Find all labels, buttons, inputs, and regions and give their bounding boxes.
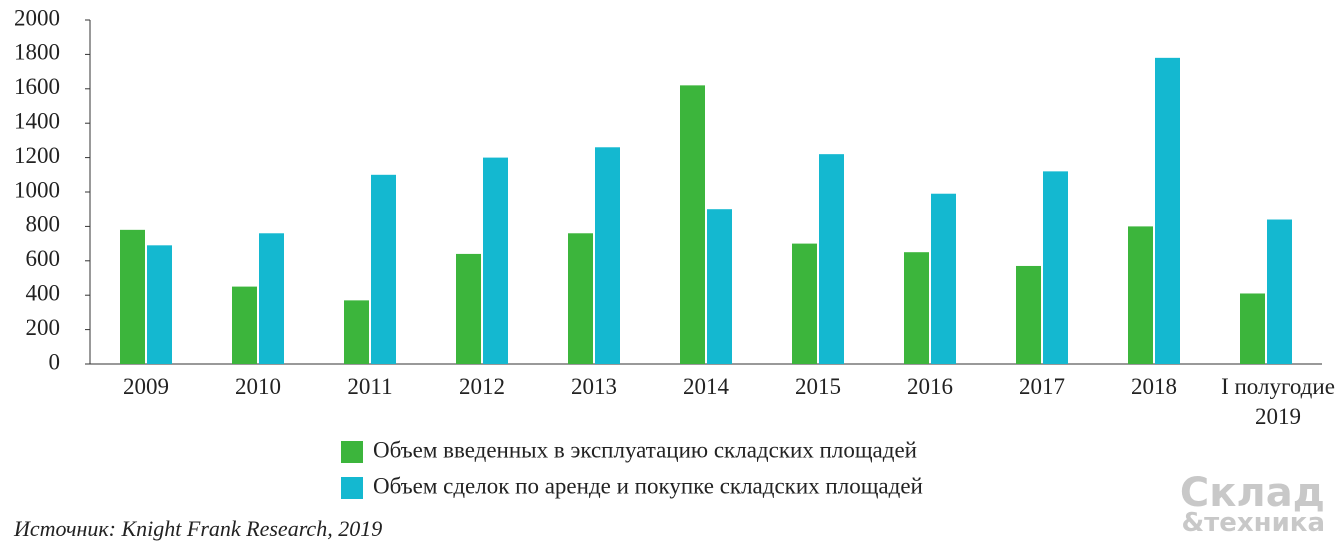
x-tick-label: 2009: [123, 374, 169, 399]
legend-label: Объем сделок по аренде и покупке складск…: [373, 473, 923, 498]
y-tick-label: 1000: [14, 177, 60, 202]
bar: [259, 233, 284, 364]
bar: [483, 157, 508, 364]
bar: [904, 252, 929, 364]
source: Источник: Knight Frank Research, 2019: [14, 516, 383, 541]
x-tick-label: 2011: [347, 374, 393, 399]
x-tick-label: I полугодие 2019: [1221, 374, 1335, 429]
y-tick-label: 1200: [14, 143, 60, 168]
bar: [120, 229, 145, 364]
bar: [1240, 293, 1265, 364]
y-tick-label: 800: [26, 212, 61, 237]
bar: [931, 193, 956, 364]
x-tick-label: 2014: [683, 374, 729, 399]
bar: [1016, 265, 1041, 364]
bar: [792, 243, 817, 364]
x-tick-label: 2017: [1019, 374, 1065, 399]
bar: [1267, 219, 1292, 364]
x-tick-label: 2012: [459, 374, 505, 399]
y-tick-label: 1600: [14, 74, 60, 99]
y-tick-label: 600: [26, 246, 61, 271]
bar: [568, 233, 593, 364]
bar: [1128, 226, 1153, 364]
y-tick-label: 200: [26, 315, 61, 340]
logo-text: Склад: [1179, 470, 1325, 516]
logo: Склад &техника: [1179, 470, 1325, 538]
bar: [819, 154, 844, 364]
logo-text: &техника: [1181, 508, 1325, 538]
bar: [147, 245, 172, 364]
legend-swatch: [341, 477, 363, 499]
x-tick-label: 2015: [795, 374, 841, 399]
y-tick-label: 0: [49, 349, 61, 374]
legend-swatch: [341, 441, 363, 463]
bar: [707, 209, 732, 364]
x-tick-label: 2010: [235, 374, 281, 399]
bar: [344, 300, 369, 364]
bar: [371, 174, 396, 364]
y-tick-label: 1800: [14, 40, 60, 65]
x-tick-label: 2013: [571, 374, 617, 399]
legend-label: Объем введенных в эксплуатацию складских…: [373, 437, 917, 462]
y-tick-label: 1400: [14, 108, 60, 133]
x-tick-label: 2018: [1131, 374, 1177, 399]
bar: [595, 147, 620, 364]
bar: [456, 253, 481, 364]
bar: [1043, 171, 1068, 364]
bar: [1155, 57, 1180, 365]
bar: [232, 286, 257, 364]
y-tick-label: 2000: [14, 5, 60, 30]
bar: [680, 85, 705, 365]
y-tick-label: 400: [26, 280, 61, 305]
x-tick-label: 2016: [907, 374, 953, 399]
